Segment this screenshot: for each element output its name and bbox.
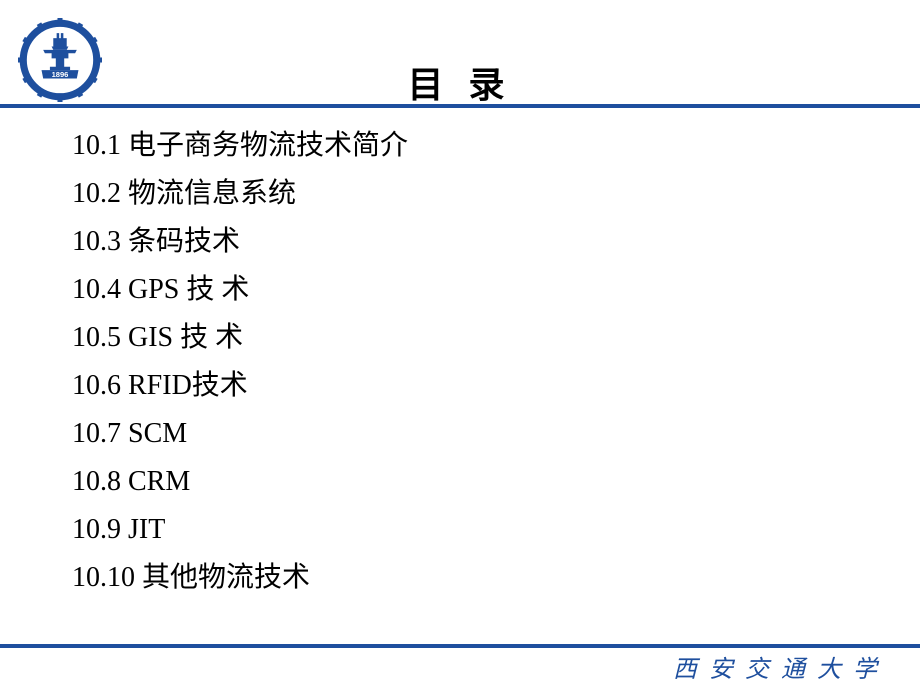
page-title: 目 录 [0, 56, 920, 108]
toc-item: 10.7 SCM [72, 410, 408, 458]
table-of-contents: 10.1 电子商务物流技术简介 10.2 物流信息系统 10.3 条码技术 10… [72, 122, 408, 602]
toc-item: 10.9 JIT [72, 506, 408, 554]
toc-item: 10.8 CRM [72, 458, 408, 506]
footer-university-name: 西 安 交 通 大 学 [673, 649, 880, 684]
toc-item: 10.6 RFID技术 [72, 362, 408, 410]
header-divider [0, 104, 920, 108]
header-area: 1896 目 录 [0, 0, 920, 108]
footer-divider [0, 644, 920, 648]
toc-item: 10.4 GPS 技 术 [72, 266, 408, 314]
toc-item: 10.10 其他物流技术 [72, 554, 408, 602]
toc-item: 10.3 条码技术 [72, 218, 408, 266]
toc-item: 10.5 GIS 技 术 [72, 314, 408, 362]
toc-item: 10.1 电子商务物流技术简介 [72, 122, 408, 170]
toc-item: 10.2 物流信息系统 [72, 170, 408, 218]
